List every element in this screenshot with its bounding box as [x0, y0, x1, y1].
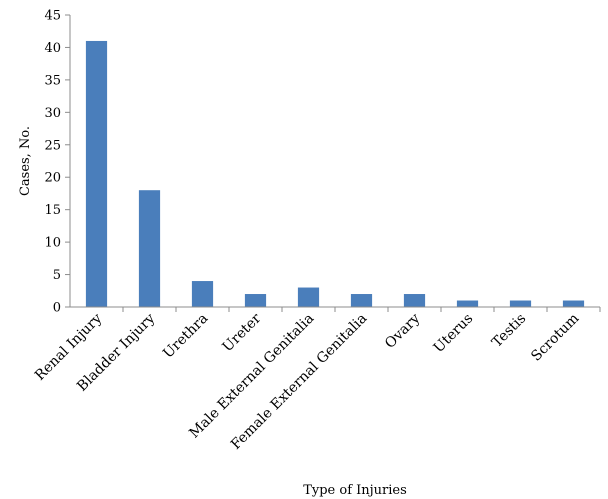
- bar: [403, 294, 426, 307]
- x-category-label: Ovary: [382, 310, 423, 351]
- x-category-label: Testis: [489, 311, 529, 351]
- x-category-label: Scrotum: [528, 311, 582, 365]
- bar: [509, 300, 532, 307]
- bar: [138, 190, 161, 307]
- y-tick-label: 30: [44, 106, 61, 121]
- x-category-label: Uterus: [431, 311, 477, 357]
- y-tick-label: 0: [53, 301, 61, 316]
- y-tick-label: 25: [44, 138, 61, 153]
- bar: [456, 300, 479, 307]
- y-tick-label: 40: [44, 41, 61, 56]
- bar: [85, 40, 108, 307]
- x-category-label: Ureter: [220, 310, 265, 355]
- bar: [244, 294, 267, 307]
- y-axis-ticks: 0 5 10 15 20 25 30 35 40 45: [44, 9, 70, 316]
- bars-group: [85, 40, 585, 307]
- y-tick-label: 35: [44, 73, 61, 88]
- y-tick-label: 45: [44, 9, 61, 24]
- x-axis-title: Type of Injuries: [303, 483, 407, 498]
- bar: [297, 287, 320, 307]
- y-tick-label: 5: [53, 268, 61, 283]
- y-tick-label: 15: [44, 203, 61, 218]
- y-tick-label: 20: [44, 171, 61, 186]
- y-tick-label: 10: [44, 236, 61, 251]
- y-axis-title: Cases, No.: [18, 126, 33, 196]
- bar: [350, 294, 373, 307]
- x-category-label: Urethra: [160, 311, 211, 362]
- bar: [191, 281, 214, 307]
- bar: [562, 300, 585, 307]
